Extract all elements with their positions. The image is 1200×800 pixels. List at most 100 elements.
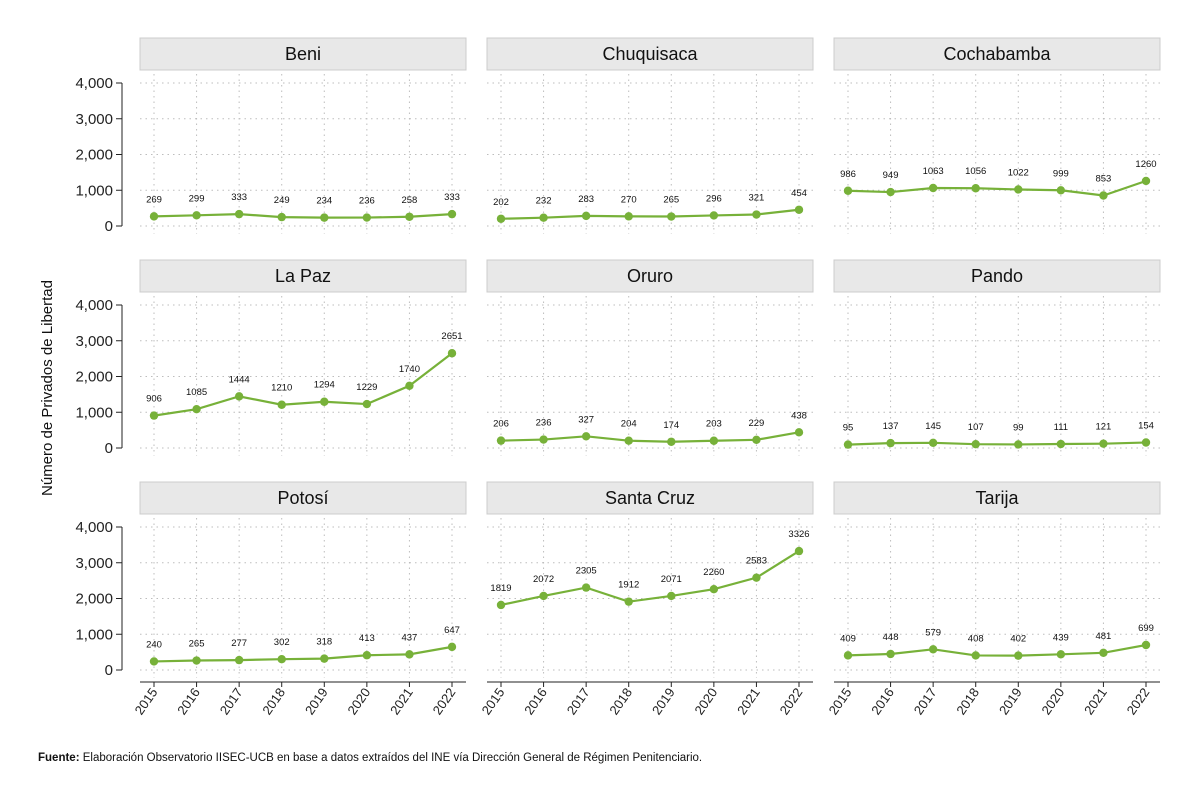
data-label: 333 bbox=[231, 192, 247, 203]
data-label: 229 bbox=[748, 418, 764, 429]
data-point bbox=[539, 213, 548, 222]
x-tick-label: 2017 bbox=[911, 685, 940, 717]
data-label: 234 bbox=[316, 196, 332, 207]
data-label: 647 bbox=[444, 625, 460, 636]
data-label: 1229 bbox=[356, 382, 377, 393]
data-point bbox=[1014, 440, 1023, 449]
data-point bbox=[1141, 176, 1151, 186]
data-label: 154 bbox=[1138, 420, 1154, 431]
panel-strip-tarija bbox=[833, 481, 1161, 515]
data-point bbox=[1099, 191, 1108, 200]
data-point bbox=[843, 186, 853, 195]
data-point bbox=[581, 211, 591, 221]
y-tick-label: 3,000 bbox=[75, 555, 113, 572]
data-point bbox=[752, 573, 761, 582]
data-point bbox=[447, 642, 457, 652]
data-label: 283 bbox=[578, 194, 594, 205]
data-label: 579 bbox=[925, 627, 941, 638]
data-label: 2305 bbox=[576, 566, 597, 577]
data-label: 2071 bbox=[661, 574, 682, 585]
data-label: 438 bbox=[791, 410, 807, 421]
panel-strip-cochabamba bbox=[833, 37, 1161, 71]
data-label: 3326 bbox=[788, 529, 809, 540]
series-line-cochabamba bbox=[847, 179, 1147, 197]
data-point bbox=[1014, 185, 1023, 194]
data-label: 145 bbox=[925, 421, 941, 432]
data-label: 299 bbox=[189, 193, 205, 204]
x-tick-label: 2020 bbox=[691, 685, 720, 717]
data-label: 111 bbox=[1054, 422, 1068, 433]
data-point bbox=[234, 655, 244, 665]
x-tick-label: 2022 bbox=[777, 685, 806, 717]
data-label: 949 bbox=[883, 170, 899, 181]
x-tick-label: 2016 bbox=[521, 685, 550, 717]
data-label: 95 bbox=[843, 423, 854, 434]
data-label: 203 bbox=[706, 419, 722, 430]
data-point bbox=[624, 597, 633, 606]
data-point bbox=[405, 212, 414, 221]
panel-oruro: Oruro 206 236 327 204 174 203 229 438 bbox=[486, 259, 814, 456]
data-label: 333 bbox=[444, 192, 460, 203]
panel-title-beni: Beni bbox=[285, 44, 321, 64]
data-point bbox=[886, 187, 895, 197]
data-point bbox=[496, 600, 506, 610]
data-point bbox=[624, 436, 633, 445]
data-point bbox=[752, 435, 761, 445]
data-point bbox=[149, 657, 159, 666]
panel-title-tarija: Tarija bbox=[975, 488, 1019, 508]
data-label: 249 bbox=[274, 195, 290, 206]
panel-title-la-paz: La Paz bbox=[275, 266, 331, 286]
data-point bbox=[624, 212, 633, 221]
panel-pando: Pando 95 137 145 107 99 111 121 154 bbox=[833, 259, 1161, 456]
panel-potosi: Potosí 0 1,000 2,000 3,000 4,000 2015 2016 2017 2… bbox=[75, 481, 467, 717]
data-label: 437 bbox=[401, 632, 417, 643]
data-point bbox=[320, 213, 329, 222]
data-point bbox=[581, 432, 591, 441]
data-point bbox=[1056, 439, 1066, 449]
x-tick-label: 2020 bbox=[344, 685, 373, 717]
data-point bbox=[362, 399, 372, 409]
data-point bbox=[496, 436, 506, 445]
data-point bbox=[192, 211, 201, 220]
y-tick-label: 1,000 bbox=[75, 182, 113, 199]
data-label: 258 bbox=[401, 195, 417, 206]
y-tick-label: 1,000 bbox=[75, 404, 113, 421]
data-label: 853 bbox=[1095, 174, 1111, 185]
data-point bbox=[234, 209, 244, 219]
data-point bbox=[405, 381, 414, 390]
y-tick-label: 4,000 bbox=[75, 75, 113, 92]
data-label: 1085 bbox=[186, 387, 207, 398]
data-point bbox=[843, 440, 853, 449]
panel-strip-santa-cruz bbox=[486, 481, 814, 515]
data-point bbox=[362, 213, 372, 222]
panel-strip-oruro bbox=[486, 259, 814, 293]
data-point bbox=[794, 428, 804, 437]
data-label: 1912 bbox=[618, 580, 639, 591]
data-point bbox=[928, 183, 938, 193]
panel-santa-cruz: Santa Cruz 2015 2016 2017 2018 2019 2020 2021 20… bbox=[479, 481, 814, 717]
data-label: 277 bbox=[231, 638, 247, 649]
panel-title-cochabamba: Cochabamba bbox=[943, 44, 1051, 64]
data-label: 232 bbox=[536, 196, 552, 207]
x-tick-label: 2022 bbox=[1124, 685, 1153, 717]
data-point bbox=[149, 212, 159, 221]
data-label: 439 bbox=[1053, 632, 1069, 643]
y-tick-label: 0 bbox=[105, 440, 113, 457]
series-line-oruro bbox=[500, 431, 800, 443]
x-tick-label: 2021 bbox=[734, 685, 763, 717]
y-tick-label: 2,000 bbox=[75, 591, 113, 608]
data-point bbox=[886, 438, 895, 448]
series-line-potosi bbox=[153, 645, 453, 663]
x-tick-label: 2019 bbox=[302, 685, 331, 717]
data-label: 269 bbox=[146, 194, 162, 205]
panel-la-paz: La Paz 0 1,000 2,000 3,000 4,000 906 1085 1444 12… bbox=[75, 259, 467, 457]
x-tick-label: 2017 bbox=[564, 685, 593, 717]
data-point bbox=[539, 435, 548, 444]
data-point bbox=[149, 411, 159, 420]
data-point bbox=[971, 651, 980, 660]
y-tick-label: 3,000 bbox=[75, 111, 113, 128]
data-label: 2651 bbox=[441, 331, 462, 342]
data-label: 999 bbox=[1053, 168, 1069, 179]
data-label: 265 bbox=[189, 639, 205, 650]
